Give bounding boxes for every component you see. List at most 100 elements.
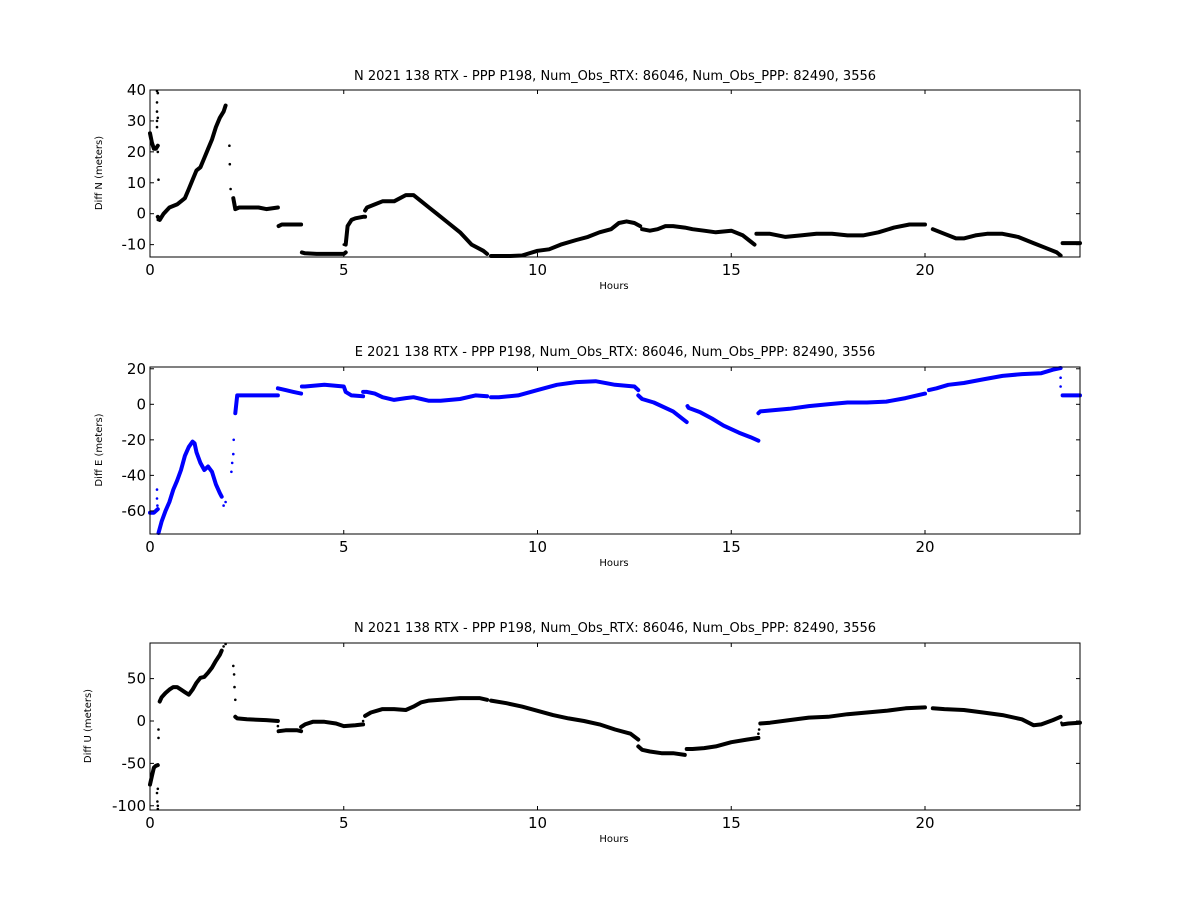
subplot-east-scatter-point: [222, 504, 225, 507]
subplot-up-series-segment: [363, 696, 490, 718]
subplot-north-ytick-label: 0: [136, 205, 146, 223]
subplot-up-scatter-point: [361, 719, 365, 723]
subplot-north-ytick-label: 20: [127, 143, 146, 161]
subplot-north-scatter-point: [156, 218, 160, 222]
subplot-north: N 2021 138 RTX - PPP P198, Num_Obs_RTX: …: [94, 69, 1082, 292]
subplot-east-ytick-label: 0: [136, 395, 146, 413]
subplot-up-scatter-point: [757, 732, 760, 735]
subplot-east-series-segment: [361, 389, 490, 403]
subplot-east-scatter-point: [1059, 385, 1062, 388]
subplot-north-series-segment: [299, 250, 348, 256]
subplot-north-scatter-point: [155, 101, 159, 104]
subplot-north-series-segment: [276, 222, 304, 229]
subplot-north-title: N 2021 138 RTX - PPP P198, Num_Obs_RTX: …: [354, 69, 876, 84]
subplot-north-ticks: 0 5 10 15 20 -10 0 10 20 30 40: [122, 81, 1080, 279]
subplot-north-xtick-label: 5: [339, 261, 349, 279]
subplot-east-series-segment: [489, 379, 641, 400]
subplot-up-xtick-label: 0: [145, 814, 155, 832]
subplot-north-series-segment: [754, 222, 927, 239]
subplot-up-series-segment: [758, 705, 927, 726]
subplot-north-marks: [148, 89, 1082, 258]
subplot-east-title: E 2021 138 RTX - PPP P198, Num_Obs_RTX: …: [355, 345, 876, 360]
subplot-east-ticks: 0 5 10 15 20 -60 -40 -20 0 20: [122, 360, 1080, 556]
subplot-up-series-segment: [233, 714, 280, 723]
subplot-up-scatter-point: [157, 728, 160, 731]
subplot-east-series-segment: [233, 393, 280, 416]
subplot-north-series-segment: [148, 131, 160, 151]
subplot-east-series-segment: [148, 507, 160, 515]
subplot-north-series-segment: [155, 103, 228, 222]
subplot-north-ytick-label: 30: [127, 112, 146, 130]
subplot-north-scatter-point: [156, 116, 160, 120]
subplot-up-frame: [149, 642, 1081, 811]
subplot-east-xtick-label: 20: [915, 538, 934, 556]
subplot-up-scatter-point: [1060, 721, 1063, 724]
subplot-east-series-segment: [685, 404, 761, 443]
subplot-north-series-segment: [930, 227, 1063, 258]
subplot-up-ytick-label: 50: [127, 670, 146, 688]
subplot-north-scatter-point: [342, 243, 346, 246]
subplot-east-scatter-point: [230, 461, 234, 465]
subplot-north-scatter-point: [156, 91, 160, 95]
subplot-up-series-segment: [489, 698, 641, 742]
subplot-north-scatter-point: [156, 150, 160, 154]
subplot-north-scatter-point: [155, 110, 159, 113]
subplot-north-scatter-point: [157, 178, 160, 181]
subplot-north-series-segment: [363, 193, 490, 256]
subplot-up-scatter-point: [156, 800, 159, 803]
subplot-east-series-segment: [299, 382, 366, 399]
subplot-east-scatter-point: [230, 470, 233, 474]
subplot-north-scatter-point: [155, 125, 159, 129]
subplot-up-xtick-label: 10: [528, 814, 547, 832]
subplot-north-series-segment: [343, 214, 368, 247]
subplot-east-xlabel: Hours: [599, 558, 628, 569]
subplot-up-series-segment: [684, 735, 761, 751]
subplot-up-ytick-label: -100: [112, 797, 146, 815]
subplot-up-xtick-label: 15: [722, 814, 741, 832]
subplot-up-scatter-point: [276, 724, 280, 728]
subplot-east-ylabel: Diff E (meters): [94, 413, 105, 486]
subplot-north-scatter-point: [228, 144, 231, 147]
subplot-up-series-segment: [148, 763, 160, 787]
subplot-up-scatter-point: [234, 698, 237, 702]
subplot-north-frame: [149, 89, 1081, 258]
subplot-north-series-segment: [231, 196, 280, 212]
subplot-east-scatter-point: [232, 438, 235, 442]
subplot-up: N 2021 138 RTX - PPP P198, Num_Obs_RTX: …: [83, 621, 1082, 845]
subplot-north-ylabel: Diff N (meters): [94, 136, 105, 210]
subplot-east-xtick-label: 0: [145, 538, 155, 556]
subplot-east-ytick-label: -40: [122, 466, 147, 484]
subplot-up-scatter-point: [156, 787, 160, 791]
subplot-east-scatter-point: [156, 504, 159, 507]
subplot-up-scatter-point: [232, 664, 235, 668]
subplot-north-scatter-point: [228, 162, 232, 166]
subplot-east-series-segment: [756, 391, 927, 416]
subplot-up-series-segment: [276, 728, 304, 734]
subplot-east-series-segment: [636, 393, 689, 425]
subplot-east-scatter-point: [155, 488, 159, 491]
subplot-east-series-segment: [275, 386, 304, 396]
subplot-up-scatter-point: [157, 736, 160, 740]
subplot-north-scatter-point: [266, 207, 270, 211]
subplot-east-series-segment: [926, 366, 1063, 393]
subplot-east-xtick-label: 5: [339, 538, 349, 556]
subplot-east: E 2021 138 RTX - PPP P198, Num_Obs_RTX: …: [94, 345, 1082, 569]
subplot-north-series-segment: [489, 219, 643, 258]
subplot-east-xtick-label: 10: [528, 538, 547, 556]
subplot-up-scatter-point: [757, 728, 761, 731]
subplot-east-scatter-point: [1059, 376, 1062, 380]
subplot-up-series-segment: [299, 719, 366, 729]
subplot-up-ylabel: Diff U (meters): [83, 689, 94, 763]
subplot-east-scatter-point: [155, 497, 159, 500]
subplot-east-ytick-label: -20: [122, 431, 147, 449]
subplot-north-xtick-label: 15: [722, 261, 741, 279]
subplot-north-series-segment: [640, 224, 757, 247]
subplot-east-scatter-point: [224, 500, 227, 504]
subplot-up-xtick-label: 5: [339, 814, 349, 832]
subplot-up-title: N 2021 138 RTX - PPP P198, Num_Obs_RTX: …: [354, 621, 876, 636]
subplot-up-xlabel: Hours: [599, 834, 628, 845]
subplot-up-ytick-label: 0: [136, 712, 146, 730]
subplot-north-ytick-label: 10: [127, 174, 146, 192]
